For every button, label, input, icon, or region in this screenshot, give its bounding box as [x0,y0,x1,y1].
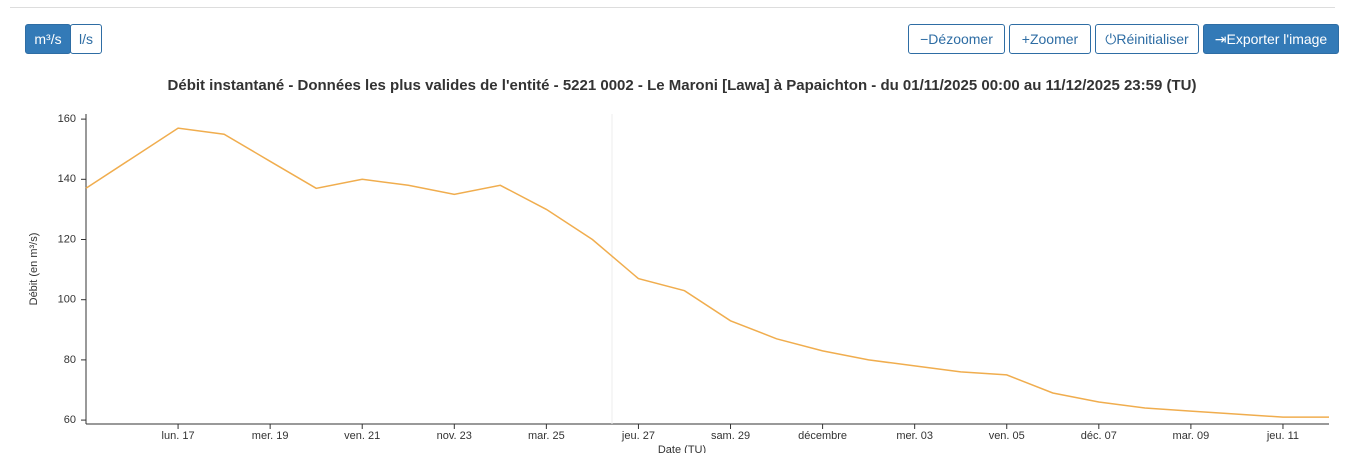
x-tick-label: décembre [798,430,847,442]
export-button[interactable]: ⇥ Exporter l'image [1203,24,1339,54]
y-tick-label: 100 [58,294,76,306]
x-tick-label: ven. 05 [989,430,1025,442]
y-tick-label: 120 [58,233,76,245]
line [85,127,1329,418]
reset-button[interactable]: ⏻ Réinitialiser [1095,24,1199,54]
label: Exporter l'image [1226,31,1328,47]
y-tick-label: 80 [64,354,76,366]
x-axis-label: Date (TU) [658,444,706,453]
y-tick-label: 160 [58,113,76,125]
chart-title: Débit instantané - Données les plus vali… [168,77,1197,94]
x-tick-label: sam. 29 [711,430,750,442]
x-tick-label: mar. 25 [528,430,565,442]
x-tick-label: jeu. 27 [621,430,655,442]
zoom-in-button[interactable]: + Zoomer [1009,24,1091,54]
label: Réinitialiser [1116,31,1189,47]
y-tick-label: 60 [64,414,76,426]
unit-button[interactable]: l/s [70,24,102,54]
x-tick-label: mer. 19 [252,430,289,442]
label: Dézoomer [928,31,993,47]
x-tick-label: nov. 23 [437,430,472,442]
x-tick-label: ven. 21 [344,430,380,442]
top-rule [10,7,1335,8]
y-tick-label: 140 [58,173,76,185]
zoom-out-button[interactable]: − Dézoomer [908,24,1005,54]
x-tick-label: mer. 03 [896,430,933,442]
label: Zoomer [1029,31,1079,47]
x-tick-label: jeu. 11 [1266,430,1299,442]
x-tick-label: déc. 07 [1081,430,1117,442]
unit-button[interactable]: m³/s [25,24,71,54]
x-tick-label: lun. 17 [162,430,195,442]
x-tick-label: mar. 09 [1173,430,1210,442]
y-axis-label: Débit (en m³/s) [28,233,40,306]
